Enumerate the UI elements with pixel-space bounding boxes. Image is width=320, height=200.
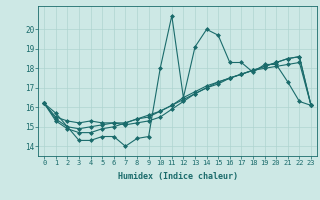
X-axis label: Humidex (Indice chaleur): Humidex (Indice chaleur) (118, 172, 238, 181)
